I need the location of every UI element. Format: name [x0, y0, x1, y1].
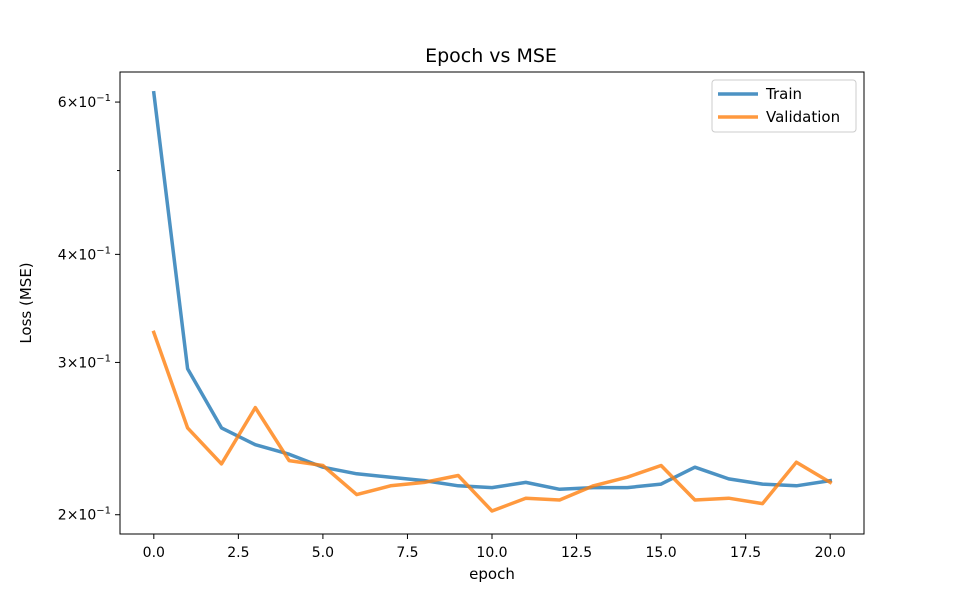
y-tick-label: 2×10−1 — [58, 506, 111, 524]
x-tick-label: 2.5 — [227, 545, 249, 561]
x-tick-label: 20.0 — [815, 545, 846, 561]
series-line-validation — [151, 330, 833, 513]
axes-frame — [119, 71, 865, 535]
series-line-train — [151, 90, 833, 492]
y-tick-label: 4×10−1 — [58, 245, 111, 263]
x-tick-label: 5.0 — [312, 545, 334, 561]
legend: Train Validation — [711, 79, 857, 133]
y-axis-label: Loss (MSE) — [17, 262, 35, 343]
x-axis-label: epoch — [469, 565, 515, 583]
plot-area: 0.0 2.5 5.0 7.5 10.0 12.5 15.0 17.5 20.0 2×10−1 3×… — [58, 90, 846, 561]
legend-label: Train — [765, 85, 802, 103]
y-tick-label: 6×10−1 — [58, 93, 111, 111]
x-tick-label: 7.5 — [396, 545, 418, 561]
legend-label: Validation — [766, 108, 840, 126]
x-tick-label: 15.0 — [646, 545, 677, 561]
chart-title: Epoch vs MSE — [425, 45, 557, 67]
y-tick-label: 3×10−1 — [58, 353, 111, 371]
x-tick-label: 10.0 — [476, 545, 507, 561]
x-tick-label: 12.5 — [561, 545, 592, 561]
x-tick-label: 17.5 — [730, 545, 761, 561]
x-tick-label: 0.0 — [143, 545, 165, 561]
